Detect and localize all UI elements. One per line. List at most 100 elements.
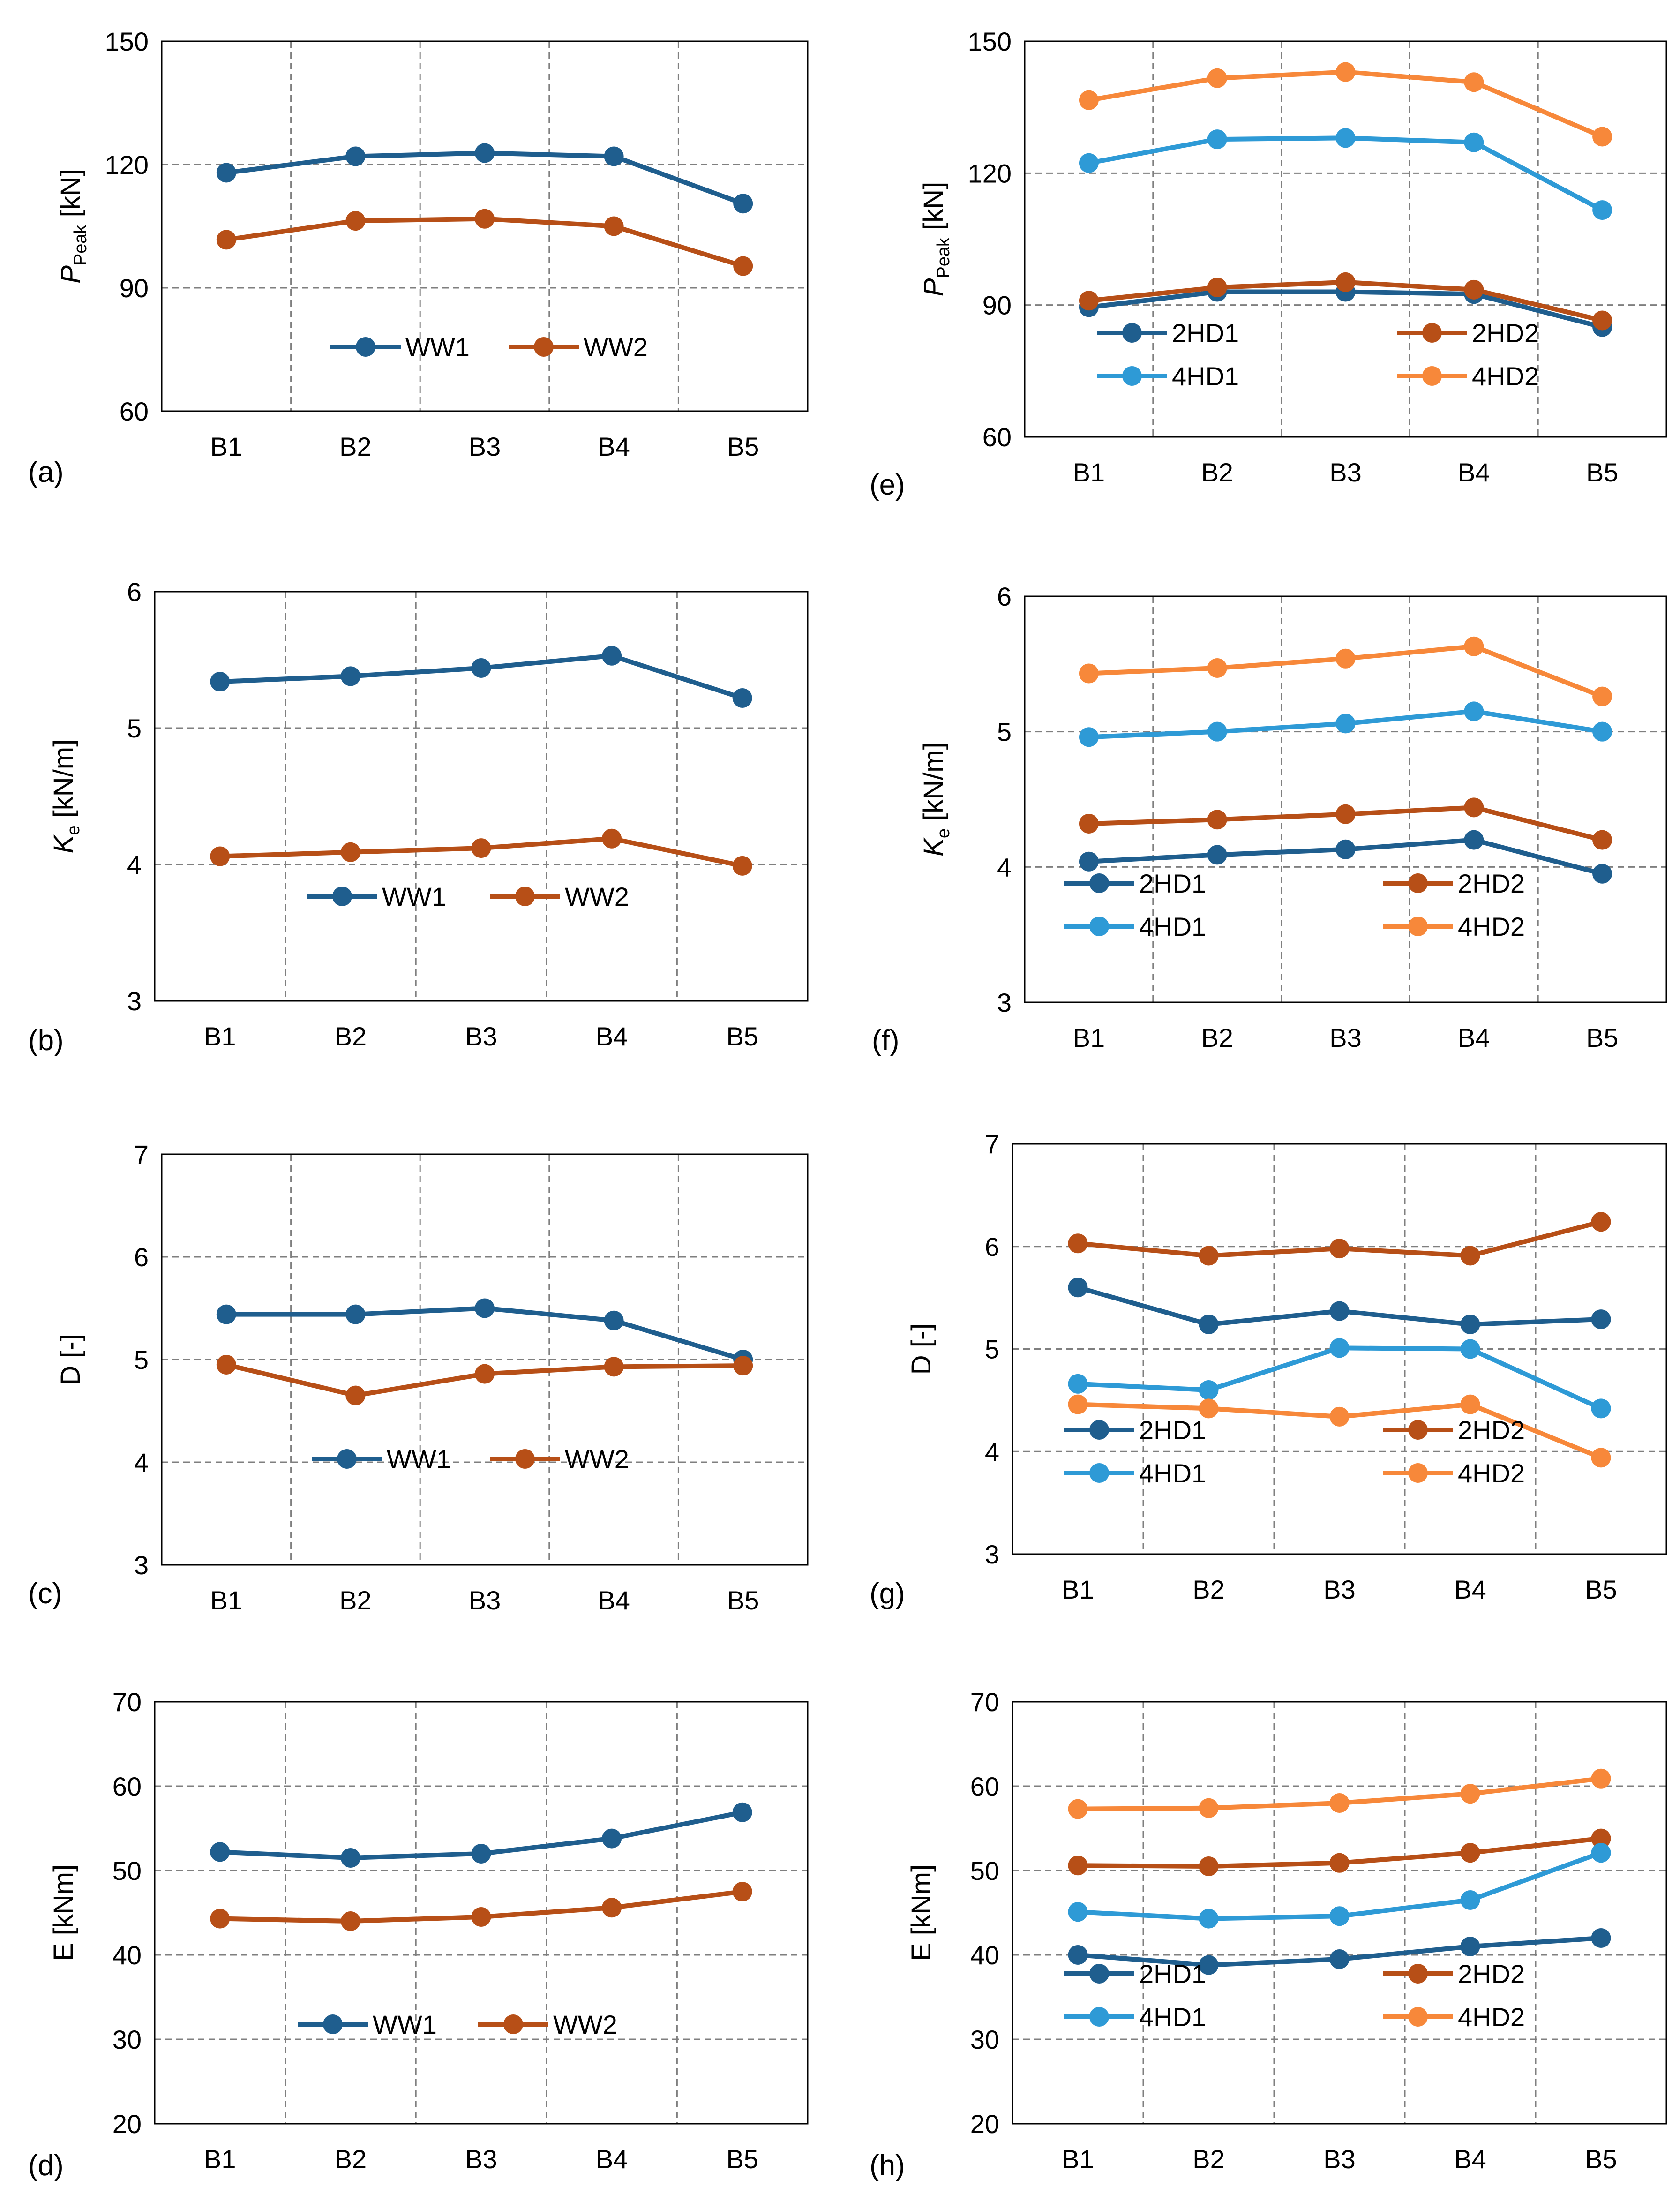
data-point-WW1 xyxy=(216,163,236,183)
panel-label: (f) xyxy=(872,1024,900,1057)
y-tick-label: 30 xyxy=(112,2025,142,2054)
x-tick-label: B3 xyxy=(1323,1575,1356,1604)
data-point-4HD1 xyxy=(1329,1906,1350,1926)
data-point-4HD2 xyxy=(1079,90,1099,110)
data-point-4HD1 xyxy=(1460,1890,1480,1910)
data-point-WW2 xyxy=(345,1385,366,1405)
legend-marker-WW2 xyxy=(515,887,535,906)
legend-marker-4HD2 xyxy=(1408,917,1428,936)
legend-label-4HD2: 4HD2 xyxy=(1458,1458,1525,1488)
data-point-2HD1 xyxy=(1199,1315,1219,1334)
y-tick-label: 5 xyxy=(134,1345,149,1375)
data-point-2HD2 xyxy=(1592,830,1612,850)
data-point-2HD2 xyxy=(1591,1828,1611,1849)
data-point-4HD2 xyxy=(1592,127,1612,147)
y-axis-label: D [-] xyxy=(55,1334,86,1385)
y-axis-label: E [kNm] xyxy=(48,1864,79,1961)
data-point-WW2 xyxy=(732,1882,752,1901)
x-tick-label: B1 xyxy=(204,2144,236,2174)
y-tick-label: 50 xyxy=(970,1856,999,1886)
plot-border xyxy=(161,40,809,412)
legend-label-WW2: WW2 xyxy=(584,332,648,362)
y-tick-label: 7 xyxy=(985,1129,999,1159)
x-tick-label: B5 xyxy=(726,1022,758,1051)
data-point-4HD2 xyxy=(1207,658,1227,678)
data-point-2HD1 xyxy=(1591,1309,1611,1330)
y-tick-label: 60 xyxy=(970,1772,999,1801)
data-point-WW1 xyxy=(345,146,366,166)
series-line-4HD1 xyxy=(1088,135,1604,212)
x-tick-label: B4 xyxy=(598,432,630,461)
data-point-WW2 xyxy=(475,1364,495,1384)
plot-border xyxy=(1012,1143,1667,1555)
x-tick-label: B3 xyxy=(1329,458,1362,487)
x-tick-label: B1 xyxy=(204,1022,236,1051)
x-tick-label: B2 xyxy=(335,1022,367,1051)
legend-marker-2HD1 xyxy=(1089,1964,1109,1984)
chart-panel-b: 3 4 5 6 B1 B2 B3 B4 B5 Ke [kN/m] (b) WW1 WW2 xyxy=(28,577,809,1057)
data-point-WW2 xyxy=(602,1898,622,1918)
legend-marker-4HD2 xyxy=(1422,366,1442,386)
y-tick-label: 150 xyxy=(105,27,149,56)
data-point-4HD2 xyxy=(1199,1798,1219,1818)
x-tick-label: B1 xyxy=(1073,458,1105,487)
data-point-4HD2 xyxy=(1329,1406,1350,1427)
data-point-WW2 xyxy=(345,211,366,231)
data-point-2HD2 xyxy=(1460,1843,1480,1863)
chart-panel-h: 20 30 40 50 60 70 B1 B2 B3 B4 B5 E [kNm] (h) 2HD1 2HD2… xyxy=(870,1687,1667,2182)
data-point-2HD2 xyxy=(1068,1233,1088,1254)
x-tick-label: B5 xyxy=(726,2144,758,2174)
legend-label-2HD1: 2HD1 xyxy=(1139,1415,1206,1445)
data-point-2HD1 xyxy=(1335,839,1356,859)
x-tick-label: B1 xyxy=(1062,2144,1094,2174)
y-tick-label: 120 xyxy=(105,150,149,180)
legend-marker-4HD2 xyxy=(1408,2007,1428,2027)
y-tick-label: 5 xyxy=(997,717,1012,747)
legend-marker-2HD1 xyxy=(1089,1420,1109,1440)
data-point-WW1 xyxy=(733,194,753,214)
data-point-2HD1 xyxy=(1068,1278,1088,1298)
x-tick-label: B3 xyxy=(1323,2144,1356,2174)
data-point-4HD1 xyxy=(1591,1843,1611,1863)
y-tick-label: 4 xyxy=(127,850,142,879)
data-point-2HD2 xyxy=(1592,310,1612,331)
x-tick-label: B4 xyxy=(596,1022,628,1051)
y-tick-label: 60 xyxy=(120,397,149,426)
data-point-WW2 xyxy=(210,846,230,866)
y-tick-label: 6 xyxy=(134,1242,149,1272)
legend-marker-4HD1 xyxy=(1089,917,1109,936)
chart-panel-f: 3 4 5 6 B1 B2 B3 B4 B5 Ke [kN/m] (f) 2HD1 2HD2 4HD1 4H… xyxy=(872,582,1667,1057)
x-tick-label: B2 xyxy=(1201,1023,1233,1052)
y-axis-label: D [-] xyxy=(906,1323,937,1375)
data-point-4HD1 xyxy=(1335,128,1356,148)
data-point-2HD2 xyxy=(1464,279,1484,300)
data-point-WW2 xyxy=(471,1907,491,1927)
y-tick-label: 40 xyxy=(970,1940,999,1970)
data-point-4HD1 xyxy=(1068,1902,1088,1922)
data-point-2HD2 xyxy=(1207,810,1227,830)
data-point-4HD2 xyxy=(1591,1448,1611,1468)
y-tick-label: 60 xyxy=(112,1772,142,1801)
data-point-2HD1 xyxy=(1199,1955,1219,1975)
data-point-WW1 xyxy=(210,1842,230,1862)
legend-label-4HD1: 4HD1 xyxy=(1139,2002,1206,2032)
panel-label: (c) xyxy=(28,1578,62,1610)
legend-marker-WW1 xyxy=(332,887,352,906)
data-point-4HD2 xyxy=(1329,1793,1350,1813)
x-tick-label: B5 xyxy=(1585,2144,1617,2174)
data-point-4HD1 xyxy=(1199,1380,1219,1400)
data-point-WW1 xyxy=(602,646,622,666)
data-point-4HD2 xyxy=(1207,68,1227,88)
legend-label-2HD2: 2HD2 xyxy=(1472,318,1539,348)
legend-label-4HD1: 4HD1 xyxy=(1139,1458,1206,1488)
data-point-4HD1 xyxy=(1591,1398,1611,1419)
y-axis-label: Ke [kN/m] xyxy=(918,742,953,857)
data-point-4HD2 xyxy=(1079,663,1099,684)
legend-marker-4HD1 xyxy=(1122,366,1142,386)
legend-marker-WW1 xyxy=(337,1449,357,1469)
legend-marker-WW2 xyxy=(534,337,554,357)
y-tick-label: 70 xyxy=(970,1687,999,1717)
data-point-WW2 xyxy=(340,842,360,862)
x-tick-label: B4 xyxy=(1458,458,1490,487)
legend-label-2HD1: 2HD1 xyxy=(1139,1959,1206,1989)
